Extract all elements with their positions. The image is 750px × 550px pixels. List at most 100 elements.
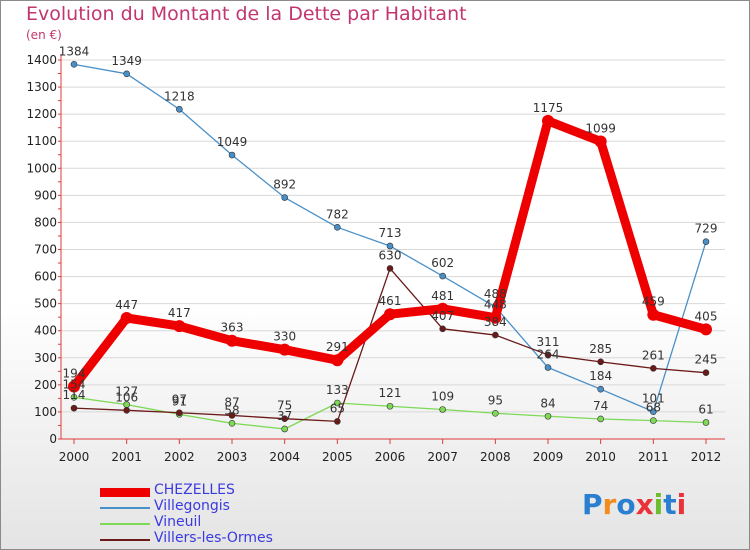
x-tick-label: 2000 xyxy=(59,450,90,464)
data-label: 363 xyxy=(221,321,244,335)
data-label: 95 xyxy=(488,393,503,407)
data-point xyxy=(334,399,341,407)
data-label: 37 xyxy=(277,409,292,423)
data-label: 448 xyxy=(484,298,507,312)
y-tick-label: 400 xyxy=(34,324,57,338)
data-label: 261 xyxy=(642,348,665,362)
data-point xyxy=(70,61,78,68)
data-label: 782 xyxy=(326,207,349,221)
x-tick-label: 2009 xyxy=(533,450,564,464)
data-label: 121 xyxy=(379,386,402,400)
data-point xyxy=(123,407,130,414)
legend-label: Villegongis xyxy=(154,498,230,514)
data-label: 1218 xyxy=(164,89,195,103)
x-tick-label: 2005 xyxy=(322,450,353,464)
y-tick-label: 300 xyxy=(34,351,57,365)
y-tick-label: 800 xyxy=(34,215,57,229)
data-point xyxy=(544,351,552,359)
legend-label: CHEZELLES xyxy=(154,482,235,498)
data-point xyxy=(386,402,394,410)
x-tick-label: 2003 xyxy=(217,450,248,464)
data-label: 405 xyxy=(695,309,718,323)
legend-label: Vineuil xyxy=(154,514,202,530)
data-point xyxy=(650,408,657,415)
data-point xyxy=(384,308,396,321)
proxiti-logo: Proxiti xyxy=(582,488,686,521)
data-point xyxy=(439,406,446,413)
y-tick-label: 200 xyxy=(34,378,57,392)
data-point xyxy=(68,380,80,393)
data-point xyxy=(228,151,236,159)
legend-swatch xyxy=(100,523,150,525)
y-tick-label: 600 xyxy=(34,270,57,284)
data-label: 184 xyxy=(589,369,612,383)
data-label: 384 xyxy=(484,315,507,329)
data-label: 291 xyxy=(326,340,349,354)
data-label: 1099 xyxy=(585,121,616,135)
data-point xyxy=(436,302,449,315)
data-point xyxy=(334,418,341,425)
data-point xyxy=(597,358,604,366)
data-point xyxy=(650,417,657,424)
data-point xyxy=(544,364,552,371)
data-label: 101 xyxy=(642,392,665,406)
logo-letter: i xyxy=(676,488,687,521)
data-label: 61 xyxy=(698,402,713,416)
x-tick-label: 2004 xyxy=(269,450,300,464)
legend-swatch xyxy=(100,539,150,541)
data-point xyxy=(489,311,502,324)
y-tick-label: 900 xyxy=(34,188,57,202)
data-label: 109 xyxy=(431,389,454,403)
y-tick-label: 0 xyxy=(49,432,57,446)
data-label: 488 xyxy=(484,287,507,301)
y-tick-label: 1100 xyxy=(26,134,57,148)
data-label: 417 xyxy=(168,306,191,320)
data-point xyxy=(544,412,552,420)
logo-letter: P xyxy=(582,488,603,521)
data-label: 630 xyxy=(379,248,402,262)
data-point xyxy=(70,394,78,401)
legend-swatch xyxy=(100,487,150,497)
data-label: 133 xyxy=(326,383,349,397)
data-label: 285 xyxy=(589,342,612,356)
data-label: 459 xyxy=(642,295,665,309)
data-label: 91 xyxy=(172,394,187,408)
data-label: 127 xyxy=(115,385,138,399)
data-label: 1175 xyxy=(533,101,564,115)
series-line-vineuil xyxy=(73,396,707,430)
data-label: 713 xyxy=(379,226,402,240)
x-tick-label: 2008 xyxy=(480,450,511,464)
y-tick-label: 1000 xyxy=(26,161,57,175)
data-point xyxy=(542,114,554,127)
x-tick-label: 2006 xyxy=(375,450,406,464)
data-label: 481 xyxy=(431,289,454,303)
data-label: 447 xyxy=(115,298,138,312)
data-point xyxy=(594,135,607,148)
data-point xyxy=(386,265,394,272)
data-point xyxy=(281,415,288,422)
data-label: 311 xyxy=(537,335,560,349)
data-point xyxy=(492,409,499,417)
data-point xyxy=(228,419,236,427)
data-point xyxy=(439,325,446,333)
chart-unit-label: (en €) xyxy=(26,28,62,42)
data-label: 87 xyxy=(224,395,239,409)
x-tick-label: 2001 xyxy=(111,450,142,464)
data-label: 330 xyxy=(273,330,296,344)
data-point xyxy=(173,320,186,333)
data-label: 1049 xyxy=(217,135,248,149)
data-point xyxy=(597,415,604,423)
data-label: 1349 xyxy=(111,54,142,68)
data-point xyxy=(176,105,183,113)
data-point xyxy=(123,70,130,78)
logo-letter: x xyxy=(635,488,654,521)
data-point xyxy=(70,404,78,412)
data-point xyxy=(281,425,288,433)
logo-letter: r xyxy=(602,488,617,521)
chart-title: Evolution du Montant de la Dette par Hab… xyxy=(26,3,467,25)
x-tick-label: 2011 xyxy=(638,450,669,464)
data-label: 407 xyxy=(431,309,454,323)
logo-letter: t xyxy=(663,488,677,521)
legend-swatch xyxy=(100,507,150,509)
